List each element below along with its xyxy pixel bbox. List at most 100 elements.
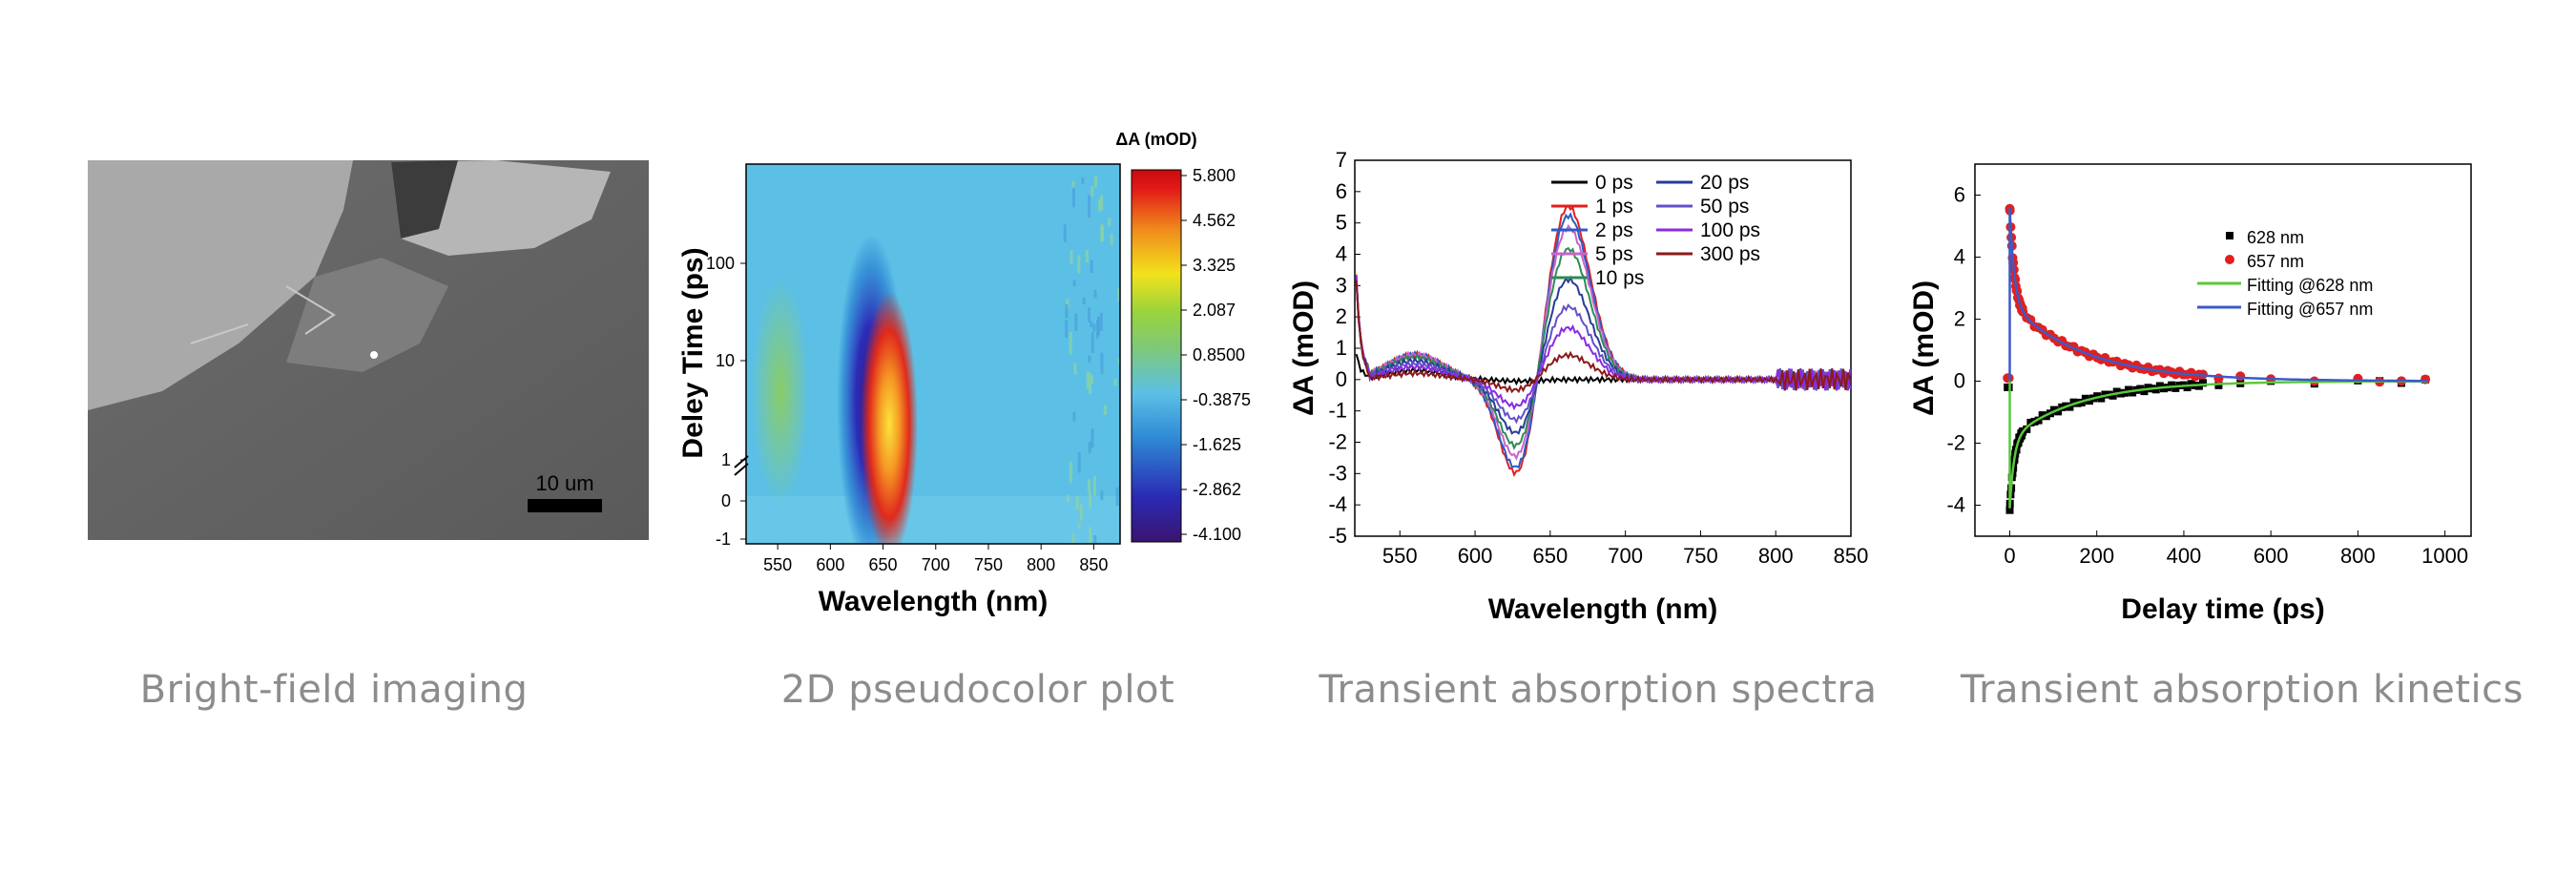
spectra-y-tick-label: 3 <box>1336 273 1347 297</box>
kinetics-x-tick-label: 400 <box>2167 544 2202 568</box>
heat-x-tick-label: 750 <box>974 555 1003 574</box>
scale-bar-label: 10 um <box>535 471 593 495</box>
kinetics-data-point <box>2069 398 2078 406</box>
spectra-legend-label: 5 ps <box>1595 243 1633 265</box>
kinetics-data-point <box>2420 374 2431 385</box>
heatmap-noise-streak <box>1092 475 1096 497</box>
spectra-x-tick-label: 850 <box>1834 544 1869 568</box>
heatmap-noise-streak <box>1087 478 1091 493</box>
heatmap-noise-streak <box>1110 233 1113 245</box>
colorbar-label: ΔA (mOD) <box>1115 130 1196 149</box>
kinetics-data-point <box>2050 405 2059 414</box>
spectra-legend-label: 300 ps <box>1700 243 1760 265</box>
heatmap-noise-streak <box>1086 371 1090 389</box>
kinetics-data-point <box>2168 381 2176 389</box>
heatmap-noise-streak <box>1096 316 1100 336</box>
pseudocolor-plot: ΔA (mOD) 550 600 650 700 750 800 850 -1 0 1 10 100 W… <box>677 130 1251 617</box>
caption-pseudocolor: 2D pseudocolor plot <box>780 668 1175 712</box>
heatmap-noise-streak <box>1093 289 1097 299</box>
spectra-y-tick-label: 2 <box>1336 304 1347 328</box>
heatmap-noise-streak <box>1085 250 1089 263</box>
spectra-y-tick-label: -1 <box>1328 399 1347 423</box>
kinetics-data-point <box>2109 391 2117 400</box>
kinetics-data-point <box>2005 506 2014 514</box>
heat-y-tick-label: 1 <box>721 450 731 469</box>
kinetics-data-point <box>2093 392 2102 401</box>
spectra-x-tick-label: 600 <box>1458 544 1493 568</box>
crack-lines <box>190 285 336 344</box>
kinetics-data-point <box>2125 385 2133 394</box>
heat-x-tick-label: 850 <box>1079 555 1108 574</box>
heatmap-early-band <box>746 496 1120 544</box>
heatmap-area <box>746 164 1120 544</box>
heatmap-background <box>746 164 1120 544</box>
heatmap-noise-streak <box>1088 442 1091 454</box>
heatmap-noise-streak <box>1074 313 1078 331</box>
heat-y-tick-label: 0 <box>721 491 731 510</box>
kinetics-y-tick-label: 2 <box>1954 307 1965 331</box>
heatmap-noise-streak <box>1091 375 1094 384</box>
heatmap-noise-streak <box>1100 352 1104 374</box>
caption-spectra: Transient absorption spectra <box>1319 668 1878 712</box>
bright-field-panel: 10 um Bright-field imaging <box>0 0 668 873</box>
heatmap-noise-streak <box>1066 494 1070 503</box>
spectra-legend-label: 1 ps <box>1595 196 1633 218</box>
heatmap-noise-streak <box>1077 255 1081 274</box>
spectra-legend-label: 0 ps <box>1595 172 1633 194</box>
colorbar-tick-label: 4.562 <box>1193 211 1236 230</box>
kinetics-fit-line <box>2008 380 2428 509</box>
heatmap-noise-streak <box>1071 180 1075 189</box>
kinetics-x-tick-label: 600 <box>2254 544 2289 568</box>
shadow-region <box>391 160 458 239</box>
kinetics-legend-label: Fitting @628 nm <box>2247 276 2373 295</box>
kinetics-fit-line <box>2008 207 2428 383</box>
bright-field-image: 10 um <box>88 160 649 540</box>
spectra-x-axis-label: Wavelength (nm) <box>1488 593 1718 625</box>
kinetics-data-point <box>2171 384 2180 392</box>
spectra-panel: 550 600 650 700 750 800 850 -5 -4 -3 -2 -1 0 1 2 3 4 5 6 7 W… <box>1288 0 1908 873</box>
heatmap-noise-streak <box>1100 195 1104 210</box>
heatmap-noise-streak <box>1090 260 1093 273</box>
heatmap-noise-streak <box>1092 323 1096 332</box>
heatmap-induced-absorption-feature <box>861 291 918 544</box>
heatmap-noise-streak <box>1065 320 1069 339</box>
spectra-y-tick-label: 4 <box>1336 242 1347 266</box>
colorbar <box>1131 169 1182 543</box>
heat-axis-break <box>734 455 749 476</box>
heatmap-noise-streak <box>1093 535 1097 544</box>
kinetics-x-tick-label: 200 <box>2079 544 2114 568</box>
heatmap-noise-streak <box>1091 186 1094 197</box>
spectra-x-tick-label: 700 <box>1608 544 1643 568</box>
heatmap-noise-streak <box>1088 491 1091 508</box>
colorbar-tick-label: 5.800 <box>1193 166 1236 185</box>
caption-bright-field: Bright-field imaging <box>139 668 529 712</box>
spectra-x-tick-label: 650 <box>1532 544 1568 568</box>
kinetics-data-point <box>2155 382 2164 390</box>
heat-x-tick-label: 550 <box>763 555 792 574</box>
heatmap-noise-streak <box>1100 224 1104 242</box>
kinetics-data-point <box>2235 371 2246 382</box>
kinetics-y-tick-label: 4 <box>1954 245 1965 269</box>
kinetics-y-tick-label: -2 <box>1946 431 1965 455</box>
kinetics-data-point <box>2026 418 2035 426</box>
heat-x-axis-label: Wavelength (nm) <box>819 586 1049 617</box>
kinetics-legend-label: 628 nm <box>2247 228 2304 247</box>
heatmap-noise-streak <box>1072 411 1076 422</box>
kinetics-y-axis-label: ΔA (mOD) <box>1908 281 1940 416</box>
kinetics-data-point <box>2214 381 2223 389</box>
heatmap-noise-streak <box>1093 176 1097 188</box>
kinetics-data-point <box>2081 394 2089 403</box>
kinetics-data-point <box>2140 387 2149 396</box>
spectra-x-tick-label: 750 <box>1683 544 1718 568</box>
heat-y-tick-label: -1 <box>716 530 731 549</box>
spectra-series-line <box>1355 278 1852 425</box>
heatmap-noise-streak <box>1069 332 1072 355</box>
pseudocolor-panel: ΔA (mOD) 550 600 650 700 750 800 850 -1 0 1 10 100 W… <box>668 0 1288 873</box>
kinetics-y-tick-label: -4 <box>1946 493 1965 517</box>
heatmap-noise-streak <box>1089 527 1092 544</box>
colorbar-tick-label: -4.100 <box>1193 525 1241 544</box>
kinetics-data-point <box>2183 384 2192 392</box>
kinetics-data-point <box>2097 394 2106 403</box>
spectra-legend-label: 50 ps <box>1700 196 1749 218</box>
colorbar-tick-label: 3.325 <box>1193 256 1236 275</box>
